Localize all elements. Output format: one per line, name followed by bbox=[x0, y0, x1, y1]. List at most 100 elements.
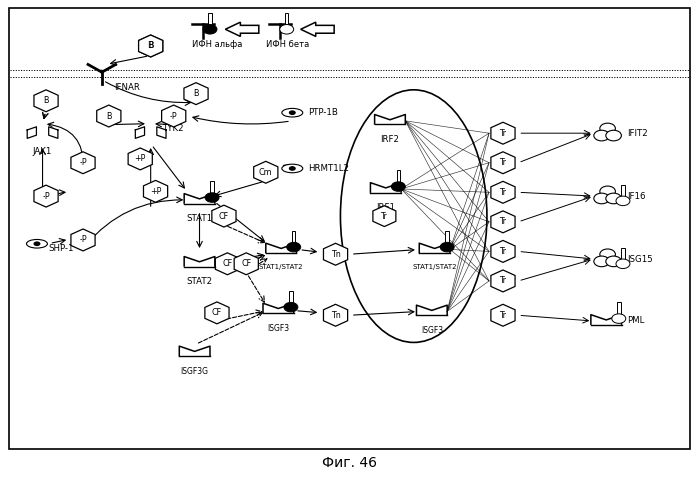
Text: Tr: Tr bbox=[500, 129, 507, 138]
Bar bbox=[208, 13, 212, 26]
Text: B: B bbox=[194, 89, 199, 98]
Polygon shape bbox=[34, 185, 58, 207]
Text: Tr: Tr bbox=[500, 276, 507, 285]
Circle shape bbox=[289, 166, 296, 171]
Text: B: B bbox=[106, 111, 112, 120]
Text: JAK1: JAK1 bbox=[33, 147, 52, 155]
Polygon shape bbox=[254, 161, 278, 183]
Bar bbox=[292, 231, 296, 244]
Circle shape bbox=[616, 196, 630, 206]
Text: Tr: Tr bbox=[381, 212, 388, 221]
Text: TYK2: TYK2 bbox=[163, 124, 185, 133]
Text: IRF2: IRF2 bbox=[380, 135, 399, 144]
Circle shape bbox=[600, 249, 615, 260]
Text: CF: CF bbox=[212, 308, 222, 317]
Polygon shape bbox=[138, 35, 163, 57]
Text: B: B bbox=[147, 42, 154, 51]
Circle shape bbox=[280, 24, 294, 34]
Text: Tr: Tr bbox=[500, 158, 507, 167]
Circle shape bbox=[594, 193, 610, 204]
Ellipse shape bbox=[282, 164, 303, 173]
Bar bbox=[285, 13, 289, 26]
Circle shape bbox=[616, 259, 630, 269]
Ellipse shape bbox=[282, 109, 303, 117]
Text: Tn: Tn bbox=[331, 250, 340, 259]
Polygon shape bbox=[301, 22, 334, 36]
Circle shape bbox=[287, 242, 301, 252]
Text: -P: -P bbox=[42, 192, 50, 201]
Circle shape bbox=[600, 186, 615, 197]
Text: Tr: Tr bbox=[500, 247, 507, 256]
Text: Tn: Tn bbox=[331, 311, 340, 320]
Circle shape bbox=[289, 110, 296, 115]
Circle shape bbox=[606, 256, 621, 267]
Text: IF16: IF16 bbox=[627, 192, 646, 201]
Text: -P: -P bbox=[170, 111, 178, 120]
Text: ISG15: ISG15 bbox=[627, 254, 653, 263]
Polygon shape bbox=[225, 22, 259, 36]
Polygon shape bbox=[373, 206, 396, 227]
Polygon shape bbox=[491, 211, 515, 233]
Text: ISGF3G: ISGF3G bbox=[180, 367, 208, 376]
Bar bbox=[210, 181, 214, 195]
Polygon shape bbox=[491, 270, 515, 292]
Polygon shape bbox=[234, 253, 259, 275]
Circle shape bbox=[594, 256, 610, 267]
Text: ИФН альфа: ИФН альфа bbox=[192, 40, 242, 49]
Text: *: * bbox=[100, 69, 103, 75]
Bar bbox=[445, 231, 449, 244]
Bar bbox=[396, 170, 400, 184]
Polygon shape bbox=[34, 90, 58, 112]
Polygon shape bbox=[71, 152, 95, 174]
Text: +P: +P bbox=[150, 187, 161, 196]
Text: ISGF3: ISGF3 bbox=[421, 326, 443, 335]
Text: Cm: Cm bbox=[259, 168, 273, 177]
Polygon shape bbox=[136, 127, 145, 138]
Polygon shape bbox=[27, 127, 36, 138]
Polygon shape bbox=[49, 127, 58, 138]
Polygon shape bbox=[205, 302, 229, 324]
Polygon shape bbox=[143, 180, 168, 202]
Circle shape bbox=[440, 242, 454, 252]
Circle shape bbox=[594, 130, 610, 141]
Text: IFNAR: IFNAR bbox=[115, 83, 140, 92]
Polygon shape bbox=[215, 253, 240, 275]
Polygon shape bbox=[491, 152, 515, 174]
Text: Tr: Tr bbox=[500, 311, 507, 320]
Circle shape bbox=[606, 193, 621, 204]
Text: CF: CF bbox=[241, 259, 252, 268]
Circle shape bbox=[612, 314, 626, 323]
Polygon shape bbox=[212, 205, 236, 227]
Polygon shape bbox=[96, 105, 121, 127]
Text: -P: -P bbox=[79, 158, 87, 167]
Text: IRF1: IRF1 bbox=[376, 203, 395, 212]
Text: Tr: Tr bbox=[500, 188, 507, 197]
Circle shape bbox=[391, 182, 405, 191]
Text: SHP-1: SHP-1 bbox=[48, 244, 73, 253]
Polygon shape bbox=[184, 83, 208, 105]
Circle shape bbox=[205, 193, 219, 202]
Text: STAT1/STAT2: STAT1/STAT2 bbox=[259, 264, 303, 270]
Text: ISGF3: ISGF3 bbox=[267, 324, 289, 333]
Text: +P: +P bbox=[134, 154, 146, 163]
Ellipse shape bbox=[27, 239, 48, 248]
Polygon shape bbox=[157, 127, 166, 138]
Bar bbox=[617, 303, 621, 316]
Text: Tr: Tr bbox=[500, 217, 507, 227]
Polygon shape bbox=[128, 148, 152, 170]
Polygon shape bbox=[324, 304, 347, 326]
Circle shape bbox=[34, 241, 41, 246]
Circle shape bbox=[284, 303, 298, 312]
Circle shape bbox=[600, 123, 615, 134]
Text: ИФН бета: ИФН бета bbox=[266, 40, 310, 49]
Text: STAT2: STAT2 bbox=[187, 277, 212, 286]
Text: PML: PML bbox=[627, 316, 644, 326]
Polygon shape bbox=[491, 122, 515, 144]
Polygon shape bbox=[491, 181, 515, 203]
Text: B: B bbox=[43, 96, 49, 105]
Text: PTP-1B: PTP-1B bbox=[308, 108, 338, 117]
Bar bbox=[621, 185, 625, 198]
Bar bbox=[289, 291, 293, 304]
Polygon shape bbox=[491, 304, 515, 326]
Text: CF: CF bbox=[219, 212, 229, 221]
